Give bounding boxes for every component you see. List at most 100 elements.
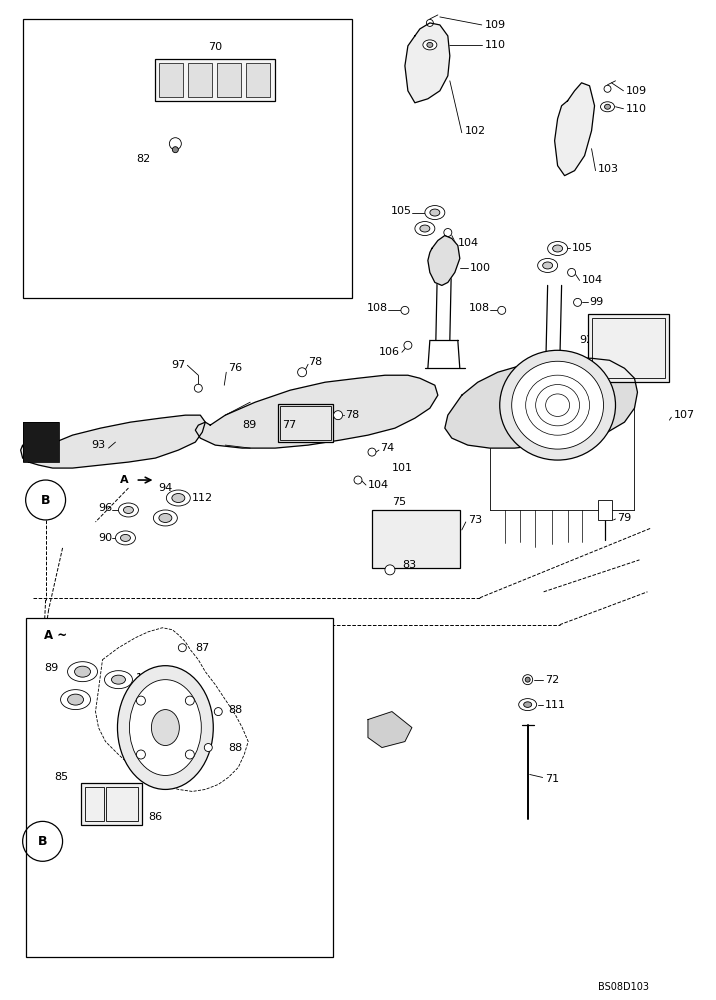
Text: 109: 109	[626, 86, 647, 96]
Ellipse shape	[553, 245, 563, 252]
Bar	[23, 19, 352, 298]
Ellipse shape	[518, 699, 537, 711]
Circle shape	[137, 696, 145, 705]
Circle shape	[498, 306, 505, 314]
Text: 73: 73	[468, 515, 482, 525]
Circle shape	[444, 229, 452, 237]
Bar	[23, 422, 59, 462]
Polygon shape	[21, 415, 205, 468]
Text: A ~: A ~	[44, 629, 67, 642]
Circle shape	[298, 368, 306, 377]
Text: 104: 104	[368, 480, 389, 490]
Text: 102: 102	[465, 126, 486, 136]
Text: 108: 108	[367, 303, 388, 313]
Bar	[160, 63, 183, 97]
Text: 93: 93	[92, 440, 105, 450]
Ellipse shape	[153, 510, 178, 526]
Ellipse shape	[166, 490, 190, 506]
Polygon shape	[195, 375, 438, 448]
Text: A: A	[120, 475, 128, 485]
Bar	[280, 406, 331, 440]
Text: 79: 79	[617, 513, 632, 523]
Text: 110: 110	[485, 40, 505, 50]
Text: 89: 89	[242, 420, 256, 430]
Text: 112: 112	[193, 493, 213, 503]
Text: 109: 109	[485, 20, 506, 30]
Bar	[278, 404, 333, 442]
Circle shape	[525, 677, 530, 682]
Circle shape	[404, 341, 412, 349]
Text: 96: 96	[98, 503, 112, 513]
Ellipse shape	[172, 494, 185, 502]
Circle shape	[137, 750, 145, 759]
Bar	[84, 787, 105, 821]
Text: 105: 105	[571, 243, 593, 253]
Circle shape	[354, 476, 362, 484]
Ellipse shape	[67, 694, 84, 705]
Text: 71: 71	[545, 774, 558, 784]
Text: 78: 78	[345, 410, 359, 420]
Text: BS08D103: BS08D103	[598, 982, 649, 992]
Text: 74: 74	[380, 443, 395, 453]
Circle shape	[574, 298, 581, 306]
Text: 104: 104	[581, 275, 603, 285]
Ellipse shape	[548, 242, 568, 255]
Circle shape	[185, 750, 194, 759]
Ellipse shape	[420, 225, 430, 232]
Ellipse shape	[512, 361, 604, 449]
Circle shape	[385, 565, 395, 575]
Ellipse shape	[500, 350, 616, 460]
Circle shape	[426, 19, 433, 26]
Bar	[598, 500, 611, 520]
Circle shape	[173, 147, 178, 153]
Text: B: B	[41, 493, 50, 506]
Text: 108: 108	[468, 303, 490, 313]
Ellipse shape	[425, 206, 445, 220]
Text: 83: 83	[402, 560, 416, 570]
Ellipse shape	[105, 671, 132, 689]
Text: 101: 101	[392, 463, 413, 473]
Text: 99: 99	[589, 297, 604, 307]
Polygon shape	[445, 358, 637, 448]
Text: 77: 77	[282, 420, 296, 430]
Polygon shape	[368, 712, 412, 748]
Circle shape	[604, 85, 611, 92]
Circle shape	[214, 708, 222, 716]
Text: 95: 95	[599, 335, 614, 345]
Ellipse shape	[120, 534, 130, 541]
Ellipse shape	[430, 209, 440, 216]
Ellipse shape	[61, 690, 90, 710]
Bar	[107, 787, 138, 821]
Text: 92: 92	[579, 335, 594, 345]
Text: 110: 110	[626, 104, 647, 114]
Text: 85: 85	[54, 772, 69, 782]
Circle shape	[194, 384, 203, 392]
Ellipse shape	[523, 702, 532, 707]
Ellipse shape	[604, 104, 611, 109]
Text: 76: 76	[228, 363, 243, 373]
Bar	[80, 783, 142, 825]
Ellipse shape	[159, 513, 172, 522]
Text: 87: 87	[195, 643, 210, 653]
Text: 94: 94	[158, 483, 173, 493]
Text: 97: 97	[171, 360, 185, 370]
Ellipse shape	[123, 506, 133, 513]
Bar	[591, 318, 665, 378]
Ellipse shape	[118, 503, 138, 517]
Bar	[155, 59, 275, 101]
Circle shape	[178, 644, 186, 652]
Bar	[588, 314, 669, 382]
Ellipse shape	[151, 710, 179, 746]
Text: 86: 86	[148, 812, 163, 822]
Polygon shape	[405, 23, 450, 103]
Circle shape	[401, 306, 409, 314]
Ellipse shape	[427, 42, 433, 47]
Ellipse shape	[67, 662, 97, 682]
Ellipse shape	[112, 675, 125, 684]
Text: 105: 105	[391, 206, 412, 216]
Text: 103: 103	[598, 164, 619, 174]
Text: 78: 78	[308, 357, 322, 367]
Bar	[23, 422, 59, 462]
Text: 107: 107	[673, 410, 695, 420]
Circle shape	[204, 744, 212, 752]
